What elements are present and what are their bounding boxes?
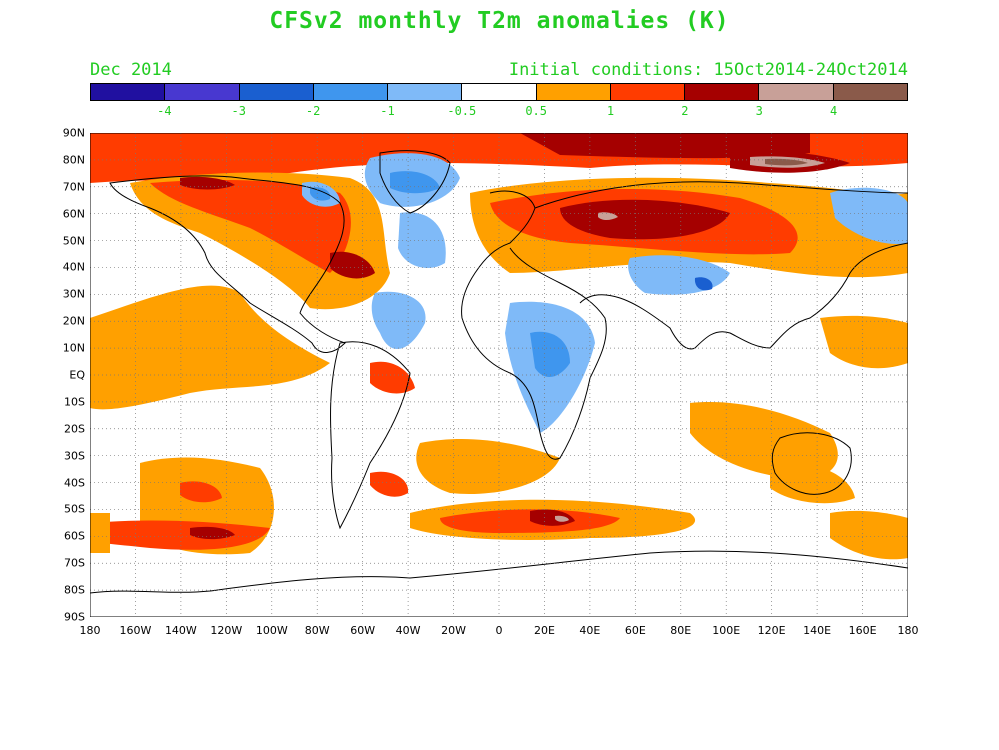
longitude-label: 40W: [395, 624, 421, 637]
colorbar-tick-label: -0.5: [447, 104, 477, 118]
colorbar-swatch: [685, 84, 760, 100]
anomaly-region: [830, 510, 908, 560]
latitude-label: 90N: [62, 126, 85, 140]
anomaly-region: [398, 212, 446, 268]
colorbar-swatch: [313, 84, 389, 100]
longitude-label: 140E: [803, 624, 832, 637]
latitude-label: 70S: [64, 556, 85, 570]
map-title: CFSv2 monthly T2m anomalies (K): [269, 8, 730, 34]
anomaly-region: [555, 515, 569, 522]
anomaly-region: [770, 462, 855, 504]
anomaly-region: [370, 471, 409, 497]
latitude-label: 10N: [62, 341, 85, 355]
anomaly-region: [330, 251, 375, 279]
latitude-label: 60S: [64, 529, 85, 543]
colorbar-swatch: [239, 84, 314, 100]
longitude-label: 40E: [579, 624, 601, 637]
longitude-label: 140W: [164, 624, 197, 637]
longitude-label: 120E: [757, 624, 786, 637]
longitude-label: 180: [79, 624, 101, 637]
latitude-label: 50N: [62, 234, 85, 248]
anomaly-region: [371, 291, 426, 350]
anomaly-region: [765, 158, 808, 166]
colorbar-tick-label: 3: [755, 104, 763, 118]
latitude-label: 90S: [64, 610, 85, 624]
anomaly-region: [416, 438, 560, 494]
anomaly-region: [530, 331, 570, 378]
colorbar-tick-label: 4: [830, 104, 838, 118]
colorbar-tick-label: 0.5: [525, 104, 548, 118]
longitude-label: 0: [495, 624, 503, 637]
longitude-label: 20E: [533, 624, 555, 637]
anomaly-fill: [90, 133, 908, 560]
latitude-label: 10S: [64, 395, 85, 409]
latitude-label: EQ: [69, 368, 85, 382]
latitude-label: 30S: [64, 449, 85, 463]
longitude-label: 80W: [304, 624, 330, 637]
latitude-label: 50S: [64, 502, 85, 516]
anomaly-region: [390, 171, 440, 194]
valid-month: Dec 2014: [90, 60, 172, 80]
longitude-label: 180: [897, 624, 919, 637]
latitude-label: 40S: [64, 476, 85, 490]
colorbar-tick-label: -4: [157, 104, 172, 118]
longitude-label: 100E: [712, 624, 741, 637]
anomaly-region: [90, 285, 330, 410]
latitude-label: 40N: [62, 260, 85, 274]
latitude-label: 80S: [64, 583, 85, 597]
anomaly-region: [560, 199, 730, 240]
anomaly-region: [530, 509, 575, 526]
longitude-label: 60E: [624, 624, 646, 637]
anomaly-region: [150, 180, 351, 273]
anomaly-region: [370, 361, 415, 394]
colorbar-tick-label: -2: [305, 104, 321, 118]
longitude-label: 160E: [848, 624, 877, 637]
colorbar-swatch: [536, 84, 611, 100]
colorbar-swatch: [165, 84, 240, 100]
colorbar-swatch: [759, 84, 834, 100]
coastlines: [90, 150, 908, 594]
latitude-label: 80N: [62, 153, 85, 167]
anomaly-region: [90, 520, 270, 550]
longitude-label: 20W: [441, 624, 466, 637]
latitude-label: 30N: [62, 287, 85, 301]
anomaly-region: [310, 187, 331, 201]
anomaly-region: [180, 176, 235, 190]
anomaly-region: [440, 509, 620, 533]
graticule: [90, 133, 908, 617]
anomaly-region: [90, 513, 110, 553]
colorbar-swatch: [610, 84, 686, 100]
anomaly-region: [820, 315, 908, 369]
anomaly-region: [694, 277, 713, 291]
longitude-label: 60W: [350, 624, 376, 637]
colorbar-swatch: [462, 84, 537, 100]
anomaly-region: [520, 133, 810, 159]
longitude-label: 120W: [210, 624, 243, 637]
colorbar: [90, 83, 908, 101]
colorbar-swatch: [388, 84, 463, 100]
anomaly-region: [190, 526, 235, 540]
anomaly-region: [830, 187, 908, 244]
anomaly-map: [90, 133, 908, 617]
latitude-label: 60N: [62, 207, 85, 221]
longitude-label: 160W: [119, 624, 152, 637]
anomaly-region: [180, 481, 222, 503]
colorbar-swatch: [91, 84, 166, 100]
latitude-label: 20N: [62, 314, 85, 328]
colorbar-tick-label: 1: [606, 104, 615, 118]
latitude-label: 20S: [64, 422, 85, 436]
colorbar-swatch: [833, 84, 907, 100]
colorbar-tick-label: -1: [380, 104, 395, 118]
longitude-label: 100W: [255, 624, 288, 637]
colorbar-tick-label: 2: [681, 104, 689, 118]
initial-conditions: Initial conditions: 15Oct2014-24Oct2014: [508, 60, 908, 80]
anomaly-region: [690, 402, 838, 479]
latitude-label: 70N: [62, 180, 85, 194]
anomaly-region: [598, 212, 618, 220]
colorbar-tick-label: -3: [231, 104, 246, 118]
longitude-label: 80E: [670, 624, 692, 637]
